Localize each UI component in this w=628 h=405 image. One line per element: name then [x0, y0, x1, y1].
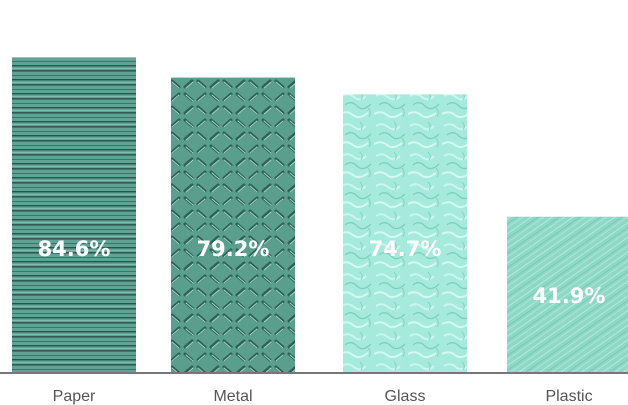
bar-metal — [171, 77, 295, 374]
category-label-plastic: Plastic — [545, 388, 592, 405]
value-label-plastic: 41.9% — [533, 284, 606, 308]
value-labels-group: 84.6% 79.2% 74.7% 41.9% — [38, 237, 606, 308]
bar-glass — [343, 94, 467, 373]
value-label-glass: 74.7% — [369, 237, 442, 261]
category-labels-group: Paper Metal Glass Plastic — [53, 388, 593, 405]
bars-group — [12, 57, 628, 374]
category-label-paper: Paper — [53, 388, 96, 405]
category-label-metal: Metal — [213, 388, 252, 405]
value-label-paper: 84.6% — [38, 237, 111, 261]
bar-plastic — [507, 216, 628, 373]
bar-paper — [12, 57, 136, 373]
category-label-glass: Glass — [385, 388, 426, 405]
value-label-metal: 79.2% — [197, 237, 270, 261]
